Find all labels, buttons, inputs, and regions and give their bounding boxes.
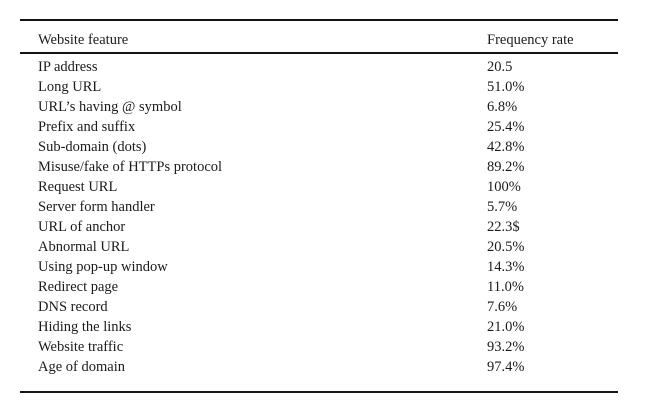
table-header: Website feature Frequency rate [20,20,618,54]
table-row: Redirect page 11.0% [20,277,618,297]
feature-cell: Age of domain [38,359,125,375]
rate-cell: 42.8% [487,139,525,155]
rate-cell: 25.4% [487,119,525,135]
table-row: URL’s having @ symbol 6.8% [20,97,618,117]
feature-cell: Long URL [38,79,102,95]
feature-cell: DNS record [38,299,108,315]
rate-cell: 20.5% [487,239,525,255]
table-row: Sub-domain (dots) 42.8% [20,137,618,157]
table-row: Server form handler 5.7% [20,197,618,217]
feature-cell: URL of anchor [38,219,126,235]
table-row: IP address 20.5 [20,53,618,77]
feature-cell: Redirect page [38,279,119,295]
feature-cell: Website traffic [38,339,124,355]
table-row: Misuse/fake of HTTPs protocol 89.2% [20,157,618,177]
table-row: Website traffic 93.2% [20,337,618,357]
table-row: Abnormal URL 20.5% [20,237,618,257]
rate-cell: 21.0% [487,319,525,335]
rate-cell: 11.0% [487,279,524,295]
header-row: Website feature Frequency rate [20,20,618,54]
feature-cell: IP address [38,59,98,75]
feature-cell: Using pop-up window [38,259,168,275]
rate-cell: 100% [487,179,521,195]
table-body: IP address 20.5 Long URL 51.0% URL’s hav… [20,53,618,392]
rate-cell: 89.2% [487,159,525,175]
frequency-table: Website feature Frequency rate IP addres… [20,19,618,393]
rate-cell: 5.7% [487,199,518,215]
feature-cell: Request URL [38,179,118,195]
feature-cell: Abnormal URL [38,239,130,255]
feature-cell: Hiding the links [38,319,132,335]
table-row: Long URL 51.0% [20,77,618,97]
rate-cell: 51.0% [487,79,525,95]
feature-cell: Server form handler [38,199,155,215]
table-row: URL of anchor 22.3$ [20,217,618,237]
column-header-frequency-rate: Frequency rate [487,20,618,54]
table-row: Request URL 100% [20,177,618,197]
table-row: Hiding the links 21.0% [20,317,618,337]
feature-cell: Prefix and suffix [38,119,136,135]
rate-cell: 93.2% [487,339,525,355]
rate-cell: 20.5 [487,59,513,75]
rate-cell: 6.8% [487,99,518,115]
feature-cell: URL’s having @ symbol [38,99,182,115]
table-row: Prefix and suffix 25.4% [20,117,618,137]
column-header-website-feature: Website feature [20,20,487,54]
rate-cell: 7.6% [487,299,518,315]
rate-cell: 22.3$ [487,219,520,235]
table-row: DNS record 7.6% [20,297,618,317]
feature-cell: Misuse/fake of HTTPs protocol [38,159,223,175]
table-row: Using pop-up window 14.3% [20,257,618,277]
feature-cell: Sub-domain (dots) [38,139,147,155]
table-row: Age of domain 97.4% [20,357,618,392]
rate-cell: 97.4% [487,359,525,375]
rate-cell: 14.3% [487,259,525,275]
